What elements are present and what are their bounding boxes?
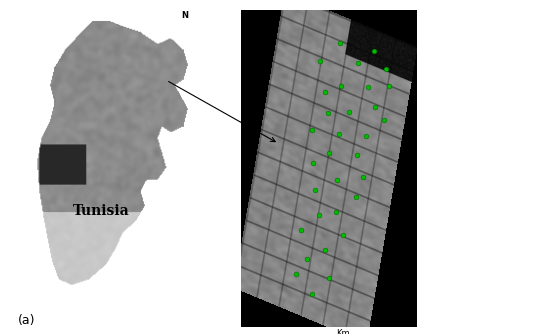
Text: Tunisia: Tunisia <box>72 204 129 218</box>
Text: (b): (b) <box>259 314 277 327</box>
Text: Km: Km <box>336 329 350 334</box>
Text: 5: 5 <box>364 319 370 328</box>
Text: (a): (a) <box>18 314 35 327</box>
Text: 0: 0 <box>316 319 322 328</box>
Text: N: N <box>363 171 371 180</box>
Text: N: N <box>181 11 189 20</box>
